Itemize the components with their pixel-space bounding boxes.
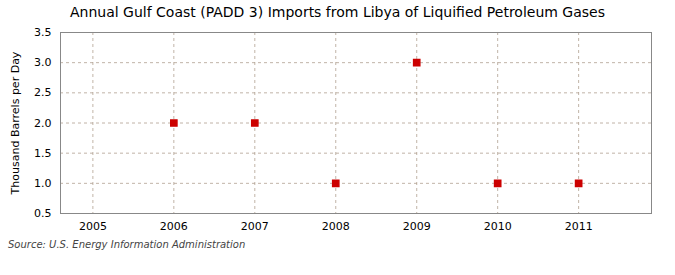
svg-text:3.5: 3.5	[34, 26, 52, 39]
svg-text:3.0: 3.0	[34, 56, 52, 69]
svg-text:2008: 2008	[322, 220, 350, 233]
svg-text:2009: 2009	[403, 220, 431, 233]
svg-text:0.5: 0.5	[34, 207, 52, 220]
svg-text:2006: 2006	[160, 220, 188, 233]
svg-text:2010: 2010	[484, 220, 512, 233]
svg-text:1.0: 1.0	[34, 177, 52, 190]
html-text:Source: U.S. Energy Informatio: Source: U.S. Energy Information Administ…	[8, 239, 246, 250]
svg-text:2005: 2005	[79, 220, 107, 233]
svg-text:Thousand Barrels per Day: Thousand Barrels per Day	[9, 51, 22, 195]
html-text:Annual Gulf Coast (PADD 3) Imp: Annual Gulf Coast (PADD 3) Imports from …	[70, 4, 605, 20]
svg-text:2.5: 2.5	[34, 86, 52, 99]
svg-text:2.0: 2.0	[34, 117, 52, 130]
svg-text:2011: 2011	[565, 220, 593, 233]
svg-text:1.5: 1.5	[34, 147, 52, 160]
svg-text:2007: 2007	[241, 220, 269, 233]
